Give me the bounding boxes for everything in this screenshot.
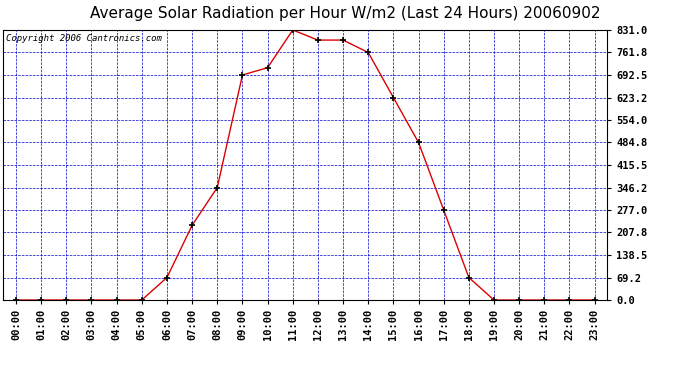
Text: Copyright 2006 Cantronics.com: Copyright 2006 Cantronics.com xyxy=(6,34,162,43)
Text: Average Solar Radiation per Hour W/m2 (Last 24 Hours) 20060902: Average Solar Radiation per Hour W/m2 (L… xyxy=(90,6,600,21)
